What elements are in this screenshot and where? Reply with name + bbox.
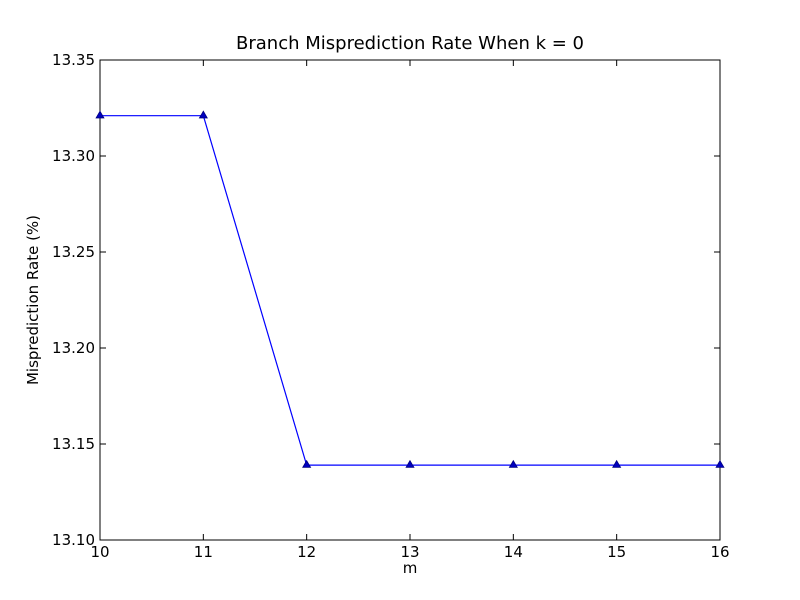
y-tick-label: 13.10 [52, 531, 95, 549]
x-tick-label: 14 [504, 543, 523, 561]
x-tick-label: 11 [194, 543, 213, 561]
data-point-marker [95, 110, 105, 119]
x-tick-label: 15 [607, 543, 626, 561]
x-tick-label: 16 [710, 543, 729, 561]
series-layer [95, 110, 725, 468]
x-tick-label: 10 [90, 543, 109, 561]
y-tick-label: 13.35 [52, 51, 95, 69]
x-tick-label: 12 [297, 543, 316, 561]
y-axis: 13.10 13.15 13.20 13.25 13.30 13.35 [52, 51, 720, 549]
series-line [100, 115, 720, 466]
y-axis-label: Misprediction Rate (%) [24, 215, 42, 385]
x-axis-label: m [403, 559, 418, 577]
y-tick-label: 13.15 [52, 435, 95, 453]
chart-title: Branch Misprediction Rate When k = 0 [236, 33, 584, 54]
data-point-marker [508, 459, 518, 468]
x-axis: 10 11 12 13 14 15 16 [90, 60, 730, 561]
y-tick-label: 13.20 [52, 339, 95, 357]
data-point-marker [612, 459, 622, 468]
x-tick-label: 13 [400, 543, 419, 561]
y-tick-label: 13.25 [52, 243, 95, 261]
y-tick-label: 13.30 [52, 147, 95, 165]
plot-area-frame [99, 59, 721, 541]
data-point-marker [302, 459, 312, 468]
data-point-marker [405, 459, 415, 468]
data-point-marker [198, 110, 208, 119]
data-point-marker [715, 459, 725, 468]
